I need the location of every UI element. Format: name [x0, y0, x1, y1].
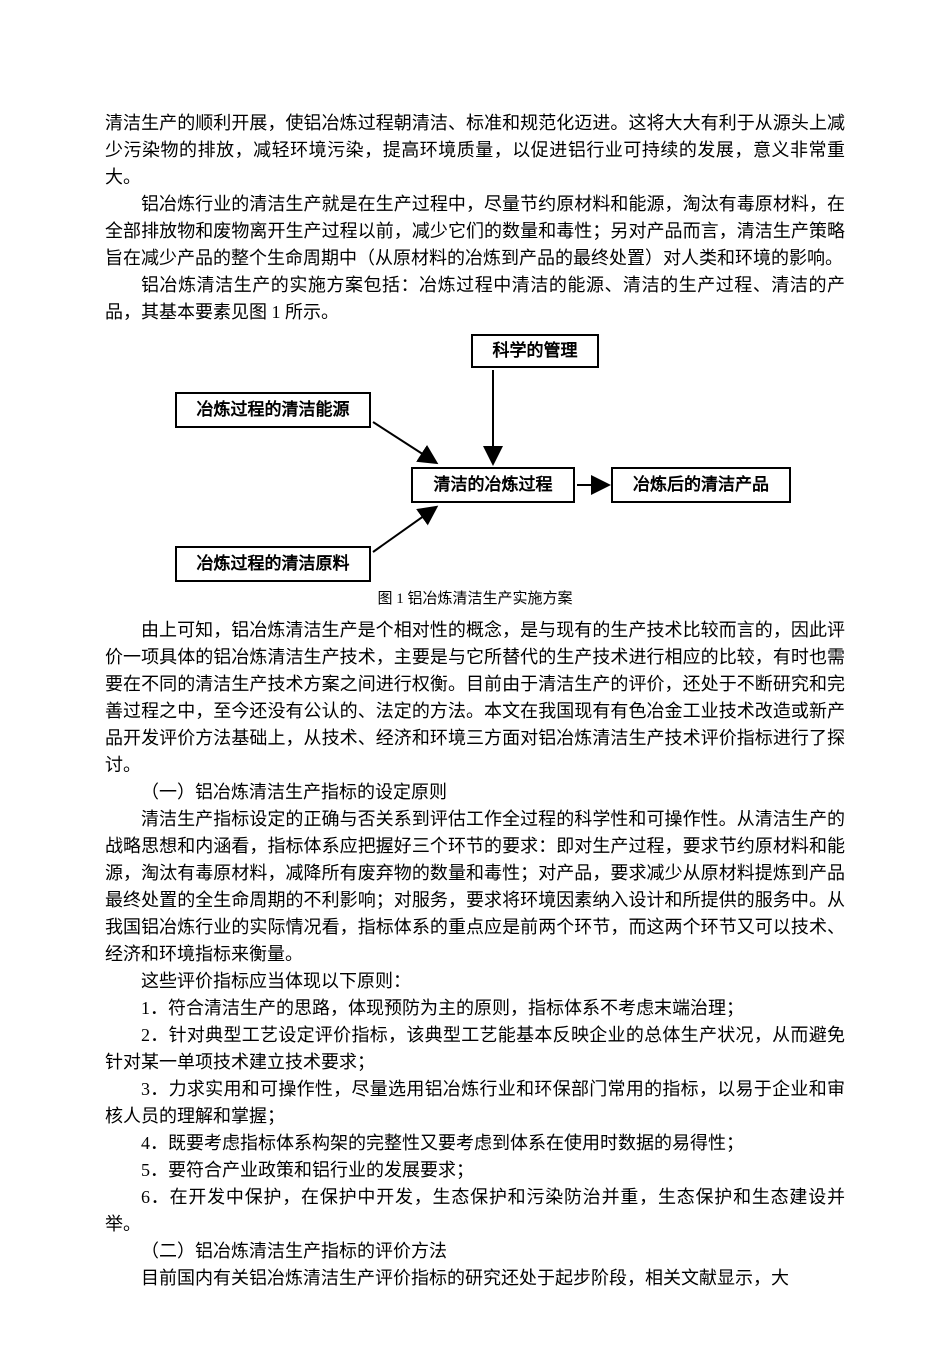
document-page: 清洁生产的顺利开展，使铝冶炼过程朝清洁、标准和规范化迈进。这将大大有利于从源头上…	[0, 0, 950, 1352]
paragraph-2: 铝冶炼行业的清洁生产就是在生产过程中，尽量节约原材料和能源，淘汰有毒原材料，在全…	[105, 191, 845, 272]
principle-item-4: 4．既要考虑指标体系构架的完整性又要考虑到体系在使用时数据的易得性；	[105, 1130, 845, 1157]
principle-item-3: 3．力求实用和可操作性，尽量选用铝冶炼行业和环保部门常用的指标，以易于企业和审核…	[105, 1076, 845, 1130]
figure-1-caption: 图 1 铝冶炼清洁生产实施方案	[105, 588, 845, 611]
figure-1-diagram: 科学的管理 冶炼过程的清洁能源 清洁的冶炼过程 冶炼后的清洁产品 冶炼过程的清洁…	[175, 334, 775, 584]
paragraph-6: 这些评价指标应当体现以下原则：	[105, 968, 845, 995]
heading-section-1: （一）铝冶炼清洁生产指标的设定原则	[105, 779, 845, 806]
heading-section-2: （二）铝冶炼清洁生产指标的评价方法	[105, 1238, 845, 1265]
paragraph-1: 清洁生产的顺利开展，使铝冶炼过程朝清洁、标准和规范化迈进。这将大大有利于从源头上…	[105, 110, 845, 191]
principle-item-1: 1．符合清洁生产的思路，体现预防为主的原则，指标体系不考虑末端治理；	[105, 995, 845, 1022]
node-left-material: 冶炼过程的清洁原料	[175, 546, 371, 582]
node-left-energy: 冶炼过程的清洁能源	[175, 392, 371, 428]
paragraph-7: 目前国内有关铝冶炼清洁生产评价指标的研究还处于起步阶段，相关文献显示，大	[105, 1265, 845, 1292]
principle-item-5: 5．要符合产业政策和铝行业的发展要求；	[105, 1157, 845, 1184]
paragraph-4: 由上可知，铝冶炼清洁生产是个相对性的概念，是与现有的生产技术比较而言的，因此评价…	[105, 617, 845, 779]
node-top: 科学的管理	[471, 334, 599, 368]
principle-item-2: 2．针对典型工艺设定评价指标，该典型工艺能基本反映企业的总体生产状况，从而避免针…	[105, 1022, 845, 1076]
node-right-product: 冶炼后的清洁产品	[611, 467, 791, 503]
node-center-process: 清洁的冶炼过程	[411, 467, 575, 503]
paragraph-5: 清洁生产指标设定的正确与否关系到评估工作全过程的科学性和可操作性。从清洁生产的战…	[105, 806, 845, 968]
paragraph-3: 铝冶炼清洁生产的实施方案包括：冶炼过程中清洁的能源、清洁的生产过程、清洁的产品，…	[105, 272, 845, 326]
principle-item-6: 6．在开发中保护，在保护中开发，生态保护和污染防治并重，生态保护和生态建设并举。	[105, 1184, 845, 1238]
